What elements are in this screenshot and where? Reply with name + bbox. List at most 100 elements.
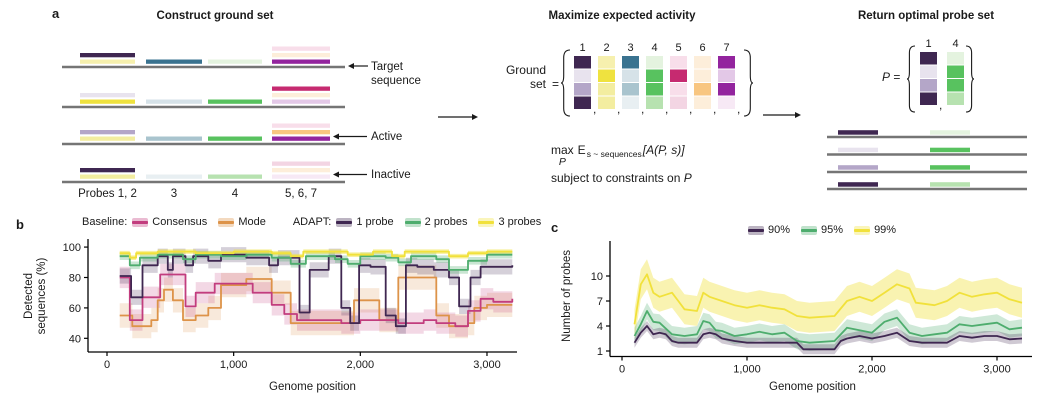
matrix-cell [947,92,964,105]
comma: , [593,102,596,116]
legend-key-icon [218,217,235,227]
legend-line-icon [132,220,149,224]
matrix-cell [718,83,735,96]
matrix-cell [622,69,639,82]
matrix-cell [947,65,964,78]
probe-set-label: P = [882,70,901,84]
probe-bar [272,174,330,179]
matrix-cell [718,96,735,109]
chart-b-ylabel: Detected sequences (%) [23,257,48,335]
panel-a-letter: a [52,6,60,21]
chart-line-Mode [119,276,513,328]
brace [906,45,916,113]
arrow-head [348,63,354,69]
probe-bar [80,93,135,98]
matrix-column-number: 1 [579,42,585,54]
chart-line-90% [633,325,1023,351]
matrix-cell [622,56,639,69]
activity-term: [A(P, s)] [642,143,685,157]
probe-bar [146,99,202,104]
comma: , [617,102,620,116]
matrix-cell [622,83,639,96]
legend-key-icon [854,225,871,235]
probe-bar [80,136,135,141]
arrow-head [472,114,478,120]
probe-bar [930,182,970,187]
matrix-cell [920,52,937,65]
legend-item-3-probes: 3 probes [478,216,541,228]
legend-item-90-: 90% [748,224,790,236]
matrix-cell [574,83,591,96]
matrix-column-number: 4 [651,42,657,54]
matrix-cell [947,52,964,65]
chart-band-95% [634,302,1022,351]
expectation-symbol: E [577,143,586,157]
chart-line-3-probes [119,250,513,259]
probe-bar [272,46,330,51]
matrix-cell [920,79,937,92]
matrix-cell [920,92,937,105]
chart-band-99% [634,259,1022,340]
matrix-cell [574,69,591,82]
legend-line-icon [218,220,235,224]
legend-line-icon [336,220,353,224]
chart-b-svg: 0 1,000 2,000 3,000 40 60 80 100 [63,239,517,371]
y-tick-label: 60 [69,303,81,315]
legend-item-1-probe: 1 probe [336,216,394,228]
probe-bar [80,174,135,179]
constraint-line: subject to constraints on P [551,171,692,185]
active-label: Active [371,131,402,143]
legend-item-99-: 99% [854,224,896,236]
probe-bar [838,147,878,153]
y-tick-label: 100 [63,242,81,254]
matrix-column-number: 2 [603,42,609,54]
x-tick-label: 3,000 [473,359,501,371]
y-tick-label: 7 [597,296,603,308]
panel-c-letter: c [551,220,559,235]
matrix-cell [646,69,663,82]
panel-a-left-title: Construct ground set [156,10,274,22]
chart-line-2-probes [119,253,513,271]
matrix-cell [694,56,711,69]
probe-bar [930,130,970,135]
target-sequence-label: sequence [371,75,421,87]
comma: , [737,102,740,116]
matrix-cell [574,96,591,109]
matrix-cell [694,69,711,82]
matrix-column-number: 3 [627,42,633,54]
legend-label: 99% [874,224,897,236]
max-operator: max P [551,143,574,168]
probe-bar [272,99,330,104]
legend-key-icon [132,217,149,227]
ground-set-word1: Ground [505,63,546,77]
probe-group-label: Probes 1, 2 [78,188,137,200]
chart-band-1-probe [119,247,513,334]
probe-bar [80,130,135,135]
chart-c-ylabel: Number of probes [561,249,573,343]
y-tick-label: 40 [69,333,81,345]
probe-bar [272,161,330,166]
legend-line-icon [854,228,871,232]
probe-bar [838,165,878,170]
legend-item-mode: Mode [218,216,266,228]
ground-set-word2: set [529,77,546,91]
legend-line-icon [478,220,495,224]
matrix-column-number: 6 [699,42,705,54]
x-tick-label: 2,000 [858,364,886,376]
y-tick-label: 80 [69,272,81,284]
matrix-cell [646,96,663,109]
matrix-cell [694,96,711,109]
chart-c-svg: 0 1,000 2,000 3,000 1 4 7 10 [591,241,1032,376]
legend-item-95-: 95% [801,224,843,236]
legend-label: 95% [821,224,844,236]
probe-bar [208,136,262,141]
y-tick-label: 10 [591,271,603,283]
comma: , [713,102,716,116]
matrix-cell [947,79,964,92]
probe-bar [80,99,135,104]
brace [743,49,754,117]
ground-set-equals: = [552,77,560,91]
legend-prefix: ADAPT: [292,216,332,228]
matrix-cell [670,83,687,96]
matrix-cell [598,83,615,96]
